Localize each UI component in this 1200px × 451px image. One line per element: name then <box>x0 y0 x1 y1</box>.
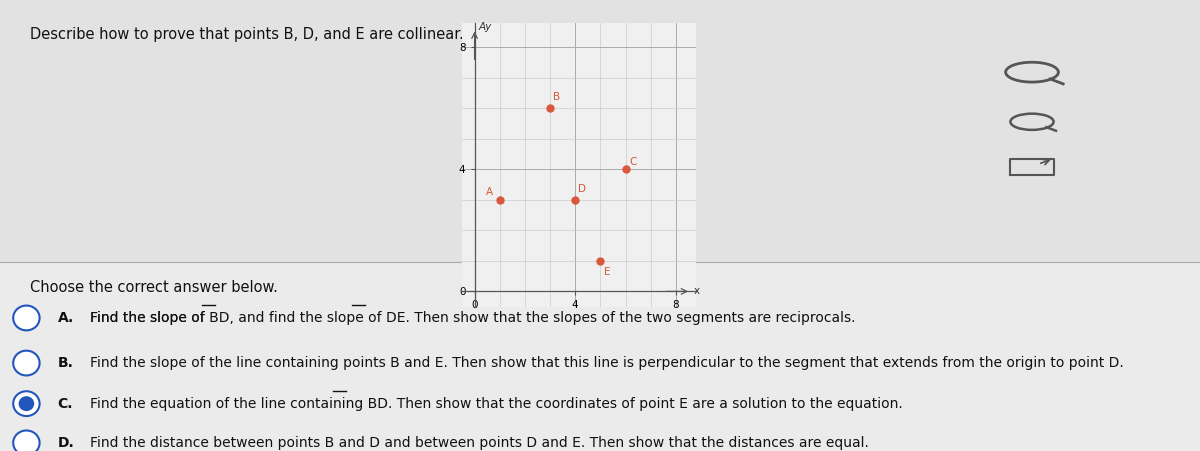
Text: A: A <box>486 187 493 197</box>
Text: Choose the correct answer below.: Choose the correct answer below. <box>30 280 278 295</box>
Text: C: C <box>629 156 637 166</box>
Text: Find the slope of BD, and find the slope of DE. Then show that the slopes of the: Find the slope of BD, and find the slope… <box>90 311 856 325</box>
Text: Find the slope of: Find the slope of <box>90 311 209 325</box>
Text: Ay: Ay <box>479 22 492 32</box>
Text: B.: B. <box>58 356 73 370</box>
Text: B: B <box>553 92 560 102</box>
Ellipse shape <box>13 351 40 375</box>
Text: Find the slope of the line containing points B and E. Then show that this line i: Find the slope of the line containing po… <box>90 356 1123 370</box>
Text: C.: C. <box>58 396 73 411</box>
Ellipse shape <box>19 396 34 411</box>
Bar <box>0 262 1200 451</box>
Text: E: E <box>604 267 611 276</box>
Ellipse shape <box>13 391 40 416</box>
Text: Find the distance between points B and D and between points D and E. Then show t: Find the distance between points B and D… <box>90 436 869 450</box>
Text: D.: D. <box>58 436 74 450</box>
Ellipse shape <box>13 306 40 330</box>
Text: D: D <box>578 184 587 194</box>
Bar <box>0 0 1200 262</box>
Text: x: x <box>694 286 700 296</box>
Text: A.: A. <box>58 311 74 325</box>
Ellipse shape <box>13 430 40 451</box>
Text: Find the equation of the line containing BD. Then show that the coordinates of p: Find the equation of the line containing… <box>90 396 902 411</box>
Text: Describe how to prove that points B, D, and E are collinear.: Describe how to prove that points B, D, … <box>30 27 463 42</box>
